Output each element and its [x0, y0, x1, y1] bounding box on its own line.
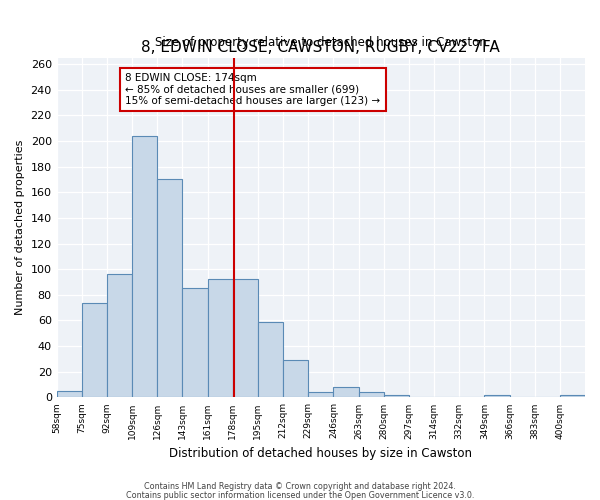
X-axis label: Distribution of detached houses by size in Cawston: Distribution of detached houses by size …: [169, 447, 472, 460]
Bar: [157, 180, 182, 398]
Text: Size of property relative to detached houses in Cawston: Size of property relative to detached ho…: [155, 36, 487, 49]
Bar: [359, 392, 384, 398]
Text: 8 EDWIN CLOSE: 174sqm
← 85% of detached houses are smaller (699)
15% of semi-det: 8 EDWIN CLOSE: 174sqm ← 85% of detached …: [125, 73, 380, 106]
Bar: [484, 395, 509, 398]
Bar: [308, 392, 334, 398]
Bar: [233, 280, 258, 398]
Title: 8, EDWIN CLOSE, CAWSTON, RUGBY, CV22 7FA: 8, EDWIN CLOSE, CAWSTON, RUGBY, CV22 7FA: [142, 40, 500, 55]
Bar: [182, 288, 208, 398]
Bar: [560, 395, 585, 398]
Bar: [334, 387, 359, 398]
Y-axis label: Number of detached properties: Number of detached properties: [15, 140, 25, 315]
Bar: [283, 360, 308, 398]
Bar: [208, 280, 233, 398]
Bar: [132, 136, 157, 398]
Text: Contains HM Land Registry data © Crown copyright and database right 2024.: Contains HM Land Registry data © Crown c…: [144, 482, 456, 491]
Bar: [384, 395, 409, 398]
Bar: [56, 391, 82, 398]
Bar: [107, 274, 132, 398]
Text: Contains public sector information licensed under the Open Government Licence v3: Contains public sector information licen…: [126, 490, 474, 500]
Bar: [82, 302, 107, 398]
Bar: [258, 322, 283, 398]
